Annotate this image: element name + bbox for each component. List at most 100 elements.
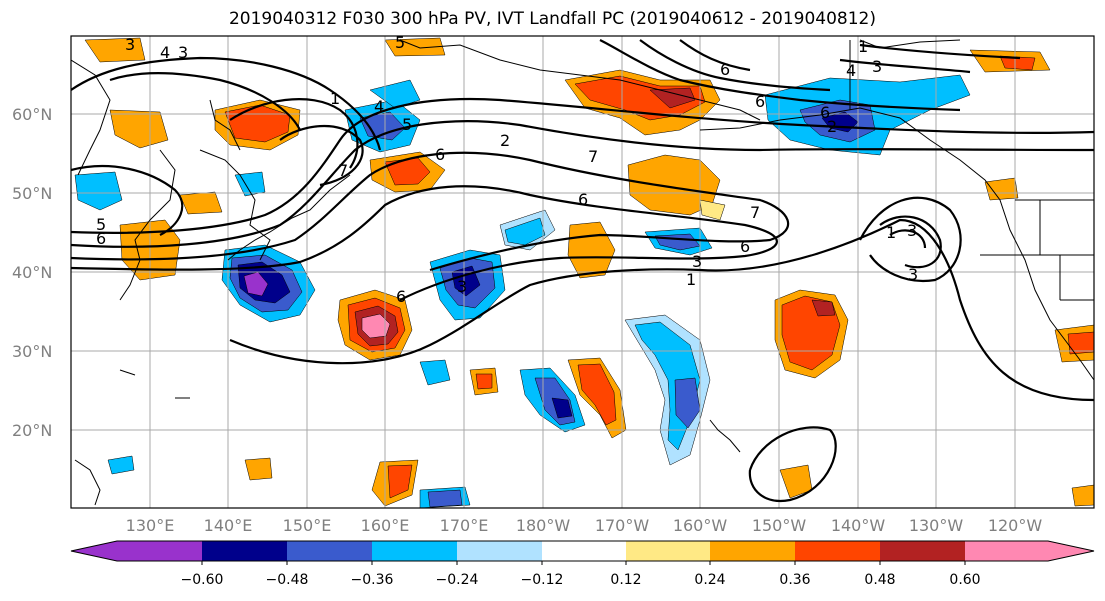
map-frame xyxy=(70,35,1095,509)
lon-tick-label: 150°E xyxy=(283,516,332,535)
contour-label: 5 xyxy=(96,215,106,234)
lon-tick-label: 160°W xyxy=(673,516,728,535)
lon-tick-label: 120°W xyxy=(988,516,1043,535)
fill-blob xyxy=(674,377,701,429)
contour-label: 6 xyxy=(396,287,406,306)
fill-blob xyxy=(811,299,836,317)
lat-tick-label: 30°N xyxy=(12,342,52,361)
colorbar-tick-label: 0.36 xyxy=(779,572,810,588)
fill-blob xyxy=(244,457,273,481)
contour-label: 2 xyxy=(500,131,510,150)
fill-blob xyxy=(419,359,451,386)
contour-label: 4 xyxy=(160,43,170,62)
fill-blob xyxy=(567,221,616,279)
contour-label: 2 xyxy=(827,117,837,136)
fill-blob xyxy=(427,489,463,508)
colorbar-segment xyxy=(626,541,710,561)
fill-blob xyxy=(387,464,413,499)
fill-blob xyxy=(475,373,493,390)
colorbar-tick-label: −0.60 xyxy=(181,572,224,588)
fill-blob xyxy=(1067,331,1094,355)
contour-label: 6 xyxy=(720,60,730,79)
colorbar-segment xyxy=(71,541,202,561)
lat-tick-label: 60°N xyxy=(12,105,52,124)
contour-labels: 3 4 3 5 1 4 6 5 2 7 6 7 6 3 1 6 7 6 5 6 xyxy=(96,33,918,306)
fill-blob xyxy=(984,177,1019,201)
lon-tick-label: 170°E xyxy=(440,516,489,535)
lat-tick-label: 40°N xyxy=(12,263,52,282)
colorbar-tick-label: −0.12 xyxy=(521,572,564,588)
fill-blob xyxy=(504,217,546,246)
contour-label: 5 xyxy=(402,115,412,134)
contour-label: 3 xyxy=(908,265,918,284)
contour-label: 1 xyxy=(858,37,868,56)
fill-blob xyxy=(574,75,706,121)
colorbar-tick-label: 0.24 xyxy=(694,572,725,588)
colorbar-outline xyxy=(70,540,1095,562)
coastlines xyxy=(71,39,1094,506)
colorbar-tick-label: −0.24 xyxy=(436,572,479,588)
contour-label: 6 xyxy=(96,229,106,248)
lat-tick-label: 50°N xyxy=(12,184,52,203)
contour-label: 6 xyxy=(755,92,765,111)
colorbar-segment xyxy=(795,541,880,561)
longitude-labels: 130°E 140°E 150°E 160°E 170°E 180°W 170°… xyxy=(126,516,1043,535)
contour-label: 6 xyxy=(740,237,750,256)
latitude-labels: 60°N 50°N 40°N 30°N 20°N xyxy=(12,105,52,440)
fill-blob xyxy=(361,313,391,339)
colorbar-segment xyxy=(202,541,287,561)
colorbar-segment xyxy=(457,541,542,561)
colorbar-segment xyxy=(710,541,795,561)
lon-tick-label: 170°W xyxy=(595,516,650,535)
contour-label: 3 xyxy=(457,277,467,296)
contour-label: 3 xyxy=(907,221,917,240)
contour-label: 6 xyxy=(820,103,830,122)
contour-label: 5 xyxy=(395,33,405,52)
contour-label: 6 xyxy=(435,145,445,164)
colorbar-segment xyxy=(287,541,372,561)
colorbar-segment xyxy=(880,541,965,561)
lon-tick-label: 160°E xyxy=(361,516,410,535)
lon-tick-label: 140°W xyxy=(831,516,886,535)
colorbar-tick-label: −0.48 xyxy=(266,572,309,588)
contour-label: 3 xyxy=(872,57,882,76)
contour-label: 7 xyxy=(750,203,760,222)
contour-label: 6 xyxy=(578,190,588,209)
colorbar-tick-label: 0.12 xyxy=(610,572,641,588)
lon-tick-label: 130°E xyxy=(126,516,175,535)
figure-title: 2019040312 F030 300 hPa PV, IVT Landfall… xyxy=(228,9,876,29)
fill-blob xyxy=(577,363,617,426)
fill-blob xyxy=(179,191,223,215)
colorbar-tick-label: 0.60 xyxy=(949,572,980,588)
fill-blob xyxy=(74,171,123,211)
colorbar-segment xyxy=(542,541,626,561)
contour-label: 1 xyxy=(886,223,896,242)
contour-label: 3 xyxy=(692,252,702,271)
fill-blob xyxy=(999,55,1036,71)
contour-label: 3 xyxy=(125,35,135,54)
colorbar-tick-label: −0.36 xyxy=(351,572,394,588)
fill-blob xyxy=(369,79,421,109)
fill-blob xyxy=(243,271,269,297)
colorbar-segment xyxy=(372,541,457,561)
contour-label: 4 xyxy=(846,61,856,80)
contour-label: 7 xyxy=(588,147,598,166)
lon-tick-label: 180°W xyxy=(516,516,571,535)
fill-blob xyxy=(1071,484,1094,507)
fill-blob xyxy=(84,37,146,63)
fill-blob xyxy=(384,37,446,57)
lon-tick-label: 140°E xyxy=(204,516,253,535)
fill-blob xyxy=(107,455,135,475)
fill-blob xyxy=(109,109,169,149)
contour-label: 3 xyxy=(178,43,188,62)
fill-blob xyxy=(649,87,696,109)
lat-tick-label: 20°N xyxy=(12,421,52,440)
contour-label: 1 xyxy=(330,89,340,108)
contour-label: 7 xyxy=(338,161,348,180)
ivt-contours xyxy=(71,39,1094,503)
lon-tick-label: 150°W xyxy=(752,516,807,535)
colorbar-segment xyxy=(965,541,1094,561)
fill-blob xyxy=(234,171,266,197)
